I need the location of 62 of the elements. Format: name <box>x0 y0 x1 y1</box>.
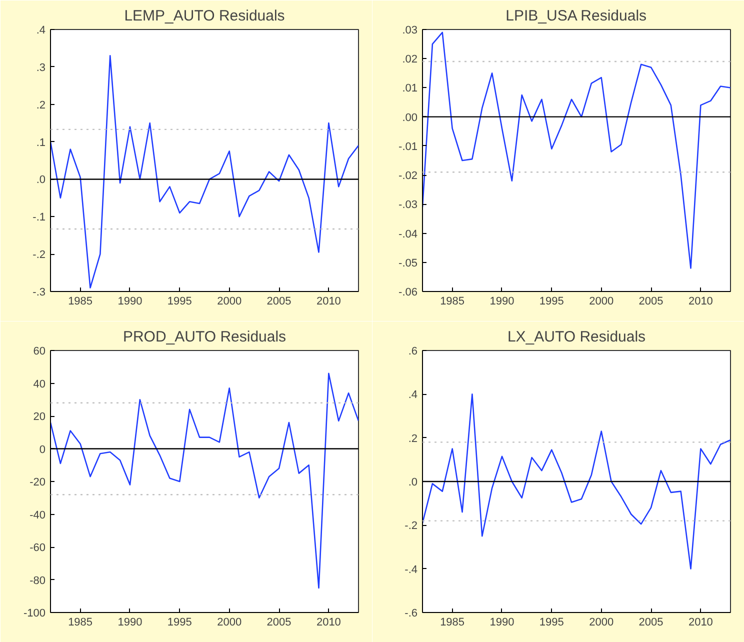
x-tick-label: 2000 <box>589 296 614 308</box>
x-tick-label: 1985 <box>440 296 465 308</box>
x-tick-label: 2010 <box>316 616 341 628</box>
y-tick-label: -.06 <box>398 286 418 298</box>
y-tick-label: 0 <box>39 444 46 456</box>
y-tick-label: -.04 <box>398 228 418 240</box>
x-tick-label: 1990 <box>118 296 142 308</box>
y-tick-label: .0 <box>408 476 418 488</box>
x-tick-label: 2005 <box>638 616 664 628</box>
x-tick-label: 1995 <box>167 616 192 628</box>
x-tick-label: 2005 <box>266 616 292 628</box>
y-tick-label: -.4 <box>404 564 418 576</box>
y-tick-label: .03 <box>402 24 418 36</box>
y-tick-label: -60 <box>30 542 46 554</box>
y-tick-label: -80 <box>30 574 46 587</box>
x-tick-label: 1985 <box>68 616 93 628</box>
y-tick-label: -.05 <box>398 257 418 270</box>
y-tick-label: -.2 <box>32 249 46 262</box>
x-tick-label: 2000 <box>217 616 242 628</box>
y-tick-label: -100 <box>23 608 46 620</box>
y-tick-label: -40 <box>30 509 46 522</box>
y-tick-label: -.2 <box>404 520 418 532</box>
y-tick-label: .0 <box>36 174 46 186</box>
x-tick-label: 2005 <box>266 296 292 308</box>
y-tick-label: .6 <box>408 346 418 358</box>
x-tick-label: 2005 <box>638 296 664 308</box>
y-tick-label: 60 <box>33 346 46 358</box>
y-tick-label: .3 <box>36 62 46 74</box>
y-tick-label: -.3 <box>32 286 46 298</box>
x-tick-label: 2010 <box>688 296 713 308</box>
x-tick-label: 2000 <box>217 296 242 308</box>
x-tick-label: 1985 <box>440 616 465 628</box>
y-tick-label: -.01 <box>398 140 418 153</box>
y-tick-label: .1 <box>36 136 46 149</box>
y-tick-label: -.1 <box>32 212 46 224</box>
x-tick-label: 1990 <box>118 616 142 628</box>
chart-title: LPIB_USA Residuals <box>506 8 647 24</box>
y-tick-label: -20 <box>30 476 46 488</box>
x-tick-label: 1995 <box>539 296 564 308</box>
y-tick-label: .00 <box>402 112 418 124</box>
chart-title: LX_AUTO Residuals <box>507 328 646 346</box>
y-tick-label: -.02 <box>398 170 418 182</box>
x-tick-label: 2000 <box>589 616 614 628</box>
y-tick-label: 40 <box>33 378 46 390</box>
x-tick-label: 1995 <box>539 616 564 628</box>
x-tick-label: 1990 <box>490 296 514 308</box>
y-tick-label: .2 <box>36 99 46 112</box>
chart-title: PROD_AUTO Residuals <box>122 328 286 346</box>
y-tick-label: .4 <box>408 389 418 402</box>
chart-title: LEMP_AUTO Residuals <box>124 8 285 24</box>
y-tick-label: 20 <box>33 411 46 423</box>
y-tick-label: .4 <box>36 24 46 36</box>
y-tick-label: -.03 <box>398 199 418 212</box>
x-tick-label: 1995 <box>167 296 192 308</box>
y-tick-label: -.6 <box>404 608 418 620</box>
y-tick-label: .01 <box>402 82 418 95</box>
x-tick-label: 2010 <box>688 616 713 628</box>
y-tick-label: .2 <box>408 432 418 445</box>
x-tick-label: 1985 <box>68 296 93 308</box>
x-tick-label: 2010 <box>316 296 341 308</box>
y-tick-label: .02 <box>402 54 418 66</box>
x-tick-label: 1990 <box>490 616 514 628</box>
